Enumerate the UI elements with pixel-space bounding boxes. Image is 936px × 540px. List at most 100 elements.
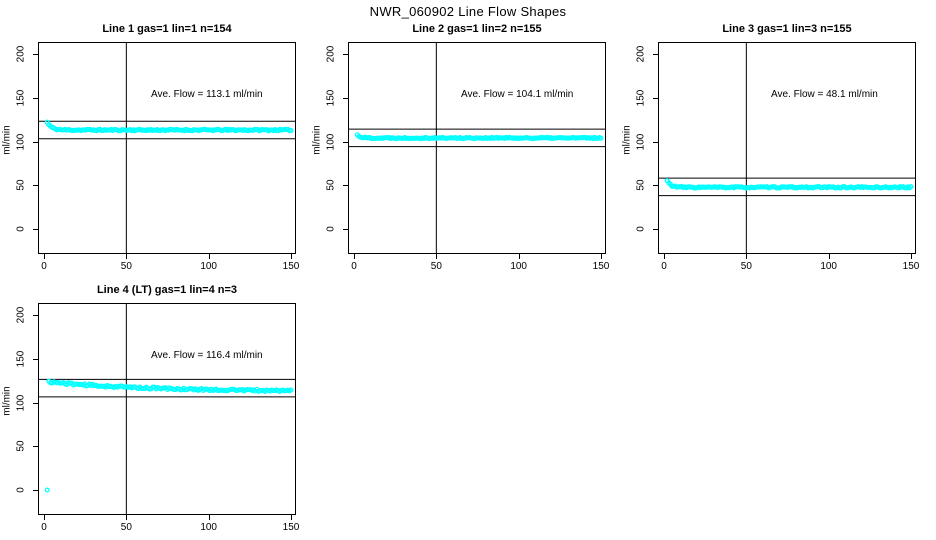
- y-tick-mark: [33, 358, 38, 360]
- x-tick-mark: [291, 515, 292, 520]
- x-tick-label: 50: [430, 261, 442, 272]
- panel-title: Line 2 gas=1 lin=2 n=155: [412, 23, 542, 35]
- y-axis-label: ml/min: [621, 125, 633, 155]
- scatter-plot: [349, 43, 605, 253]
- x-tick-label: 0: [41, 522, 47, 533]
- y-tick-label: 200: [15, 45, 27, 63]
- panel-line-2: Line 2 gas=1 lin=2 n=155 Ave. Flow = 104…: [312, 23, 610, 272]
- x-tick-label: 50: [740, 261, 752, 272]
- plot-area: Ave. Flow = 113.1 ml/min: [38, 42, 296, 254]
- y-tick-mark: [653, 97, 658, 99]
- y-tick-label: 150: [15, 350, 27, 368]
- x-tick-mark: [911, 254, 912, 259]
- panel-line-4: Line 4 (LT) gas=1 lin=4 n=3 Ave. Flow = …: [2, 284, 300, 533]
- x-tick-label: 100: [200, 522, 217, 533]
- y-tick-mark: [653, 185, 658, 187]
- y-tick-label: 50: [635, 179, 647, 191]
- y-tick-mark: [653, 141, 658, 143]
- y-tick-mark: [343, 54, 348, 55]
- x-tick-label: 100: [200, 261, 217, 272]
- y-tick-label: 150: [635, 89, 647, 107]
- figure-title: NWR_060902 Line Flow Shapes: [369, 4, 567, 19]
- x-tick-label: 100: [510, 261, 527, 272]
- y-tick-mark: [33, 402, 38, 404]
- y-tick-label: 0: [325, 226, 337, 232]
- panel-title: Line 4 (LT) gas=1 lin=4 n=3: [96, 284, 238, 296]
- x-tick-label: 0: [351, 261, 357, 272]
- x-tick-label: 150: [282, 261, 300, 272]
- x-tick-label: 150: [592, 261, 610, 272]
- plot-area: Ave. Flow = 104.1 ml/min: [348, 42, 606, 254]
- x-tick-mark: [601, 254, 602, 259]
- y-tick-mark: [33, 141, 38, 143]
- x-tick-label: 0: [661, 261, 667, 272]
- x-tick-mark: [518, 254, 520, 259]
- x-tick-mark: [291, 254, 292, 259]
- x-tick-label: 50: [120, 522, 132, 533]
- y-tick-label: 50: [15, 179, 27, 191]
- x-tick-label: 0: [41, 261, 47, 272]
- y-tick-label: 150: [15, 89, 27, 107]
- data-point: [288, 128, 294, 134]
- x-tick-mark: [208, 254, 210, 259]
- y-tick-mark: [343, 185, 348, 187]
- x-tick-label: 150: [282, 522, 300, 533]
- x-tick-mark: [44, 254, 45, 259]
- scatter-plot: [39, 43, 295, 253]
- y-tick-label: 150: [325, 89, 337, 107]
- y-tick-label: 100: [15, 133, 27, 150]
- y-tick-label: 200: [635, 45, 647, 63]
- y-axis-label: ml/min: [311, 125, 323, 155]
- y-tick-label: 100: [325, 133, 337, 150]
- data-point: [288, 387, 294, 393]
- y-axis-label: ml/min: [1, 125, 13, 155]
- ave-flow-annotation: Ave. Flow = 116.4 ml/min: [151, 350, 263, 361]
- data-point: [44, 487, 50, 493]
- x-tick-mark: [126, 515, 128, 520]
- data-point: [908, 184, 914, 190]
- ave-flow-annotation: Ave. Flow = 48.1 ml/min: [771, 89, 878, 100]
- panel-title: Line 1 gas=1 lin=1 n=154: [102, 23, 232, 35]
- plot-area: Ave. Flow = 116.4 ml/min: [38, 303, 296, 515]
- scatter-plot: [659, 43, 915, 253]
- y-tick-mark: [343, 97, 348, 99]
- x-tick-mark: [436, 254, 438, 259]
- y-tick-mark: [33, 490, 38, 491]
- x-tick-mark: [746, 254, 748, 259]
- x-tick-mark: [44, 515, 45, 520]
- y-tick-mark: [33, 446, 38, 448]
- y-tick-mark: [33, 185, 38, 187]
- y-tick-mark: [33, 229, 38, 230]
- x-tick-mark: [208, 515, 210, 520]
- scatter-plot: [39, 304, 295, 514]
- y-tick-label: 200: [325, 45, 337, 63]
- y-tick-mark: [343, 229, 348, 230]
- data-point: [598, 135, 604, 141]
- ave-flow-annotation: Ave. Flow = 104.1 ml/min: [461, 89, 574, 100]
- y-tick-label: 50: [325, 179, 337, 191]
- y-tick-mark: [653, 229, 658, 230]
- y-tick-label: 0: [635, 226, 647, 232]
- y-tick-label: 200: [15, 306, 27, 324]
- y-tick-label: 0: [15, 487, 27, 493]
- x-tick-mark: [126, 254, 128, 259]
- y-tick-mark: [33, 54, 38, 55]
- y-tick-mark: [653, 54, 658, 55]
- x-tick-mark: [354, 254, 355, 259]
- plot-area: Ave. Flow = 48.1 ml/min: [658, 42, 916, 254]
- panel-line-1: Line 1 gas=1 lin=1 n=154 Ave. Flow = 113…: [2, 23, 300, 272]
- y-tick-label: 50: [15, 440, 27, 452]
- x-tick-label: 50: [120, 261, 132, 272]
- x-tick-label: 100: [820, 261, 837, 272]
- y-tick-mark: [343, 141, 348, 143]
- y-tick-mark: [33, 315, 38, 316]
- x-tick-label: 150: [902, 261, 920, 272]
- x-tick-mark: [828, 254, 830, 259]
- y-tick-mark: [33, 97, 38, 99]
- panel-title: Line 3 gas=1 lin=3 n=155: [722, 23, 852, 35]
- y-axis-label: ml/min: [1, 386, 13, 416]
- ave-flow-annotation: Ave. Flow = 113.1 ml/min: [151, 89, 263, 100]
- x-tick-mark: [664, 254, 665, 259]
- y-tick-label: 100: [15, 394, 27, 411]
